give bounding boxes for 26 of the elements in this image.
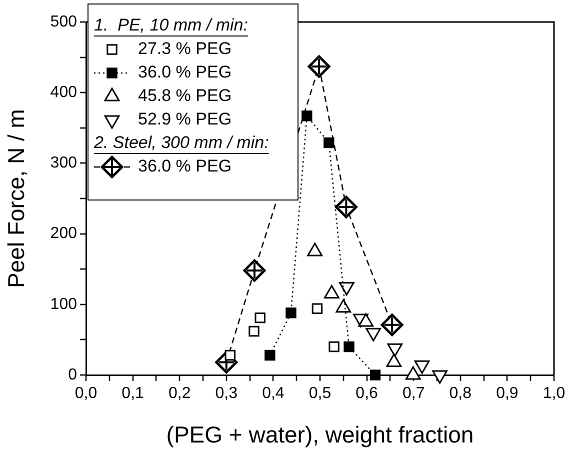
x-tick-label: 0,8 bbox=[449, 385, 472, 402]
x-tick-label: 0,9 bbox=[496, 385, 518, 402]
y-axis-title: Peel Force, N / m bbox=[3, 109, 30, 288]
y-tick-label: 200 bbox=[50, 225, 78, 242]
x-tick-label: 0,5 bbox=[308, 385, 332, 402]
x-tick-label: 0,4 bbox=[262, 385, 284, 402]
legend-label: 52.9 % PEG bbox=[138, 110, 232, 129]
x-tick-label: 0,7 bbox=[402, 385, 425, 402]
annotation: 2. Steel, 300 mm / min: bbox=[93, 133, 270, 152]
y-tick-label: 400 bbox=[50, 84, 78, 102]
x-tick-label: 0,0 bbox=[74, 385, 98, 402]
x-tick-label: 0,1 bbox=[122, 385, 144, 402]
legend-label: 36.0 % PEG bbox=[138, 62, 232, 82]
annotation: 1. PE, 10 mm / min: bbox=[94, 16, 248, 35]
x-tick-label: 0,6 bbox=[356, 385, 378, 402]
legend-label: 27.3 % PEG bbox=[138, 39, 232, 58]
y-tick-label: 500 bbox=[50, 13, 78, 30]
x-tick-label: 0,3 bbox=[215, 385, 238, 402]
x-tick-label: 0,2 bbox=[168, 385, 191, 402]
y-tick-label: 100 bbox=[50, 296, 78, 313]
y-tick-label: 0 bbox=[68, 366, 78, 384]
x-axis-title: (PEG + water), weight fraction bbox=[166, 422, 474, 448]
y-tick-label: 300 bbox=[50, 154, 78, 172]
legend-label: 45.8 % PEG bbox=[138, 86, 232, 106]
legend-label: 36.0 % PEG bbox=[138, 156, 232, 176]
x-tick-label: 1,0 bbox=[542, 385, 566, 402]
